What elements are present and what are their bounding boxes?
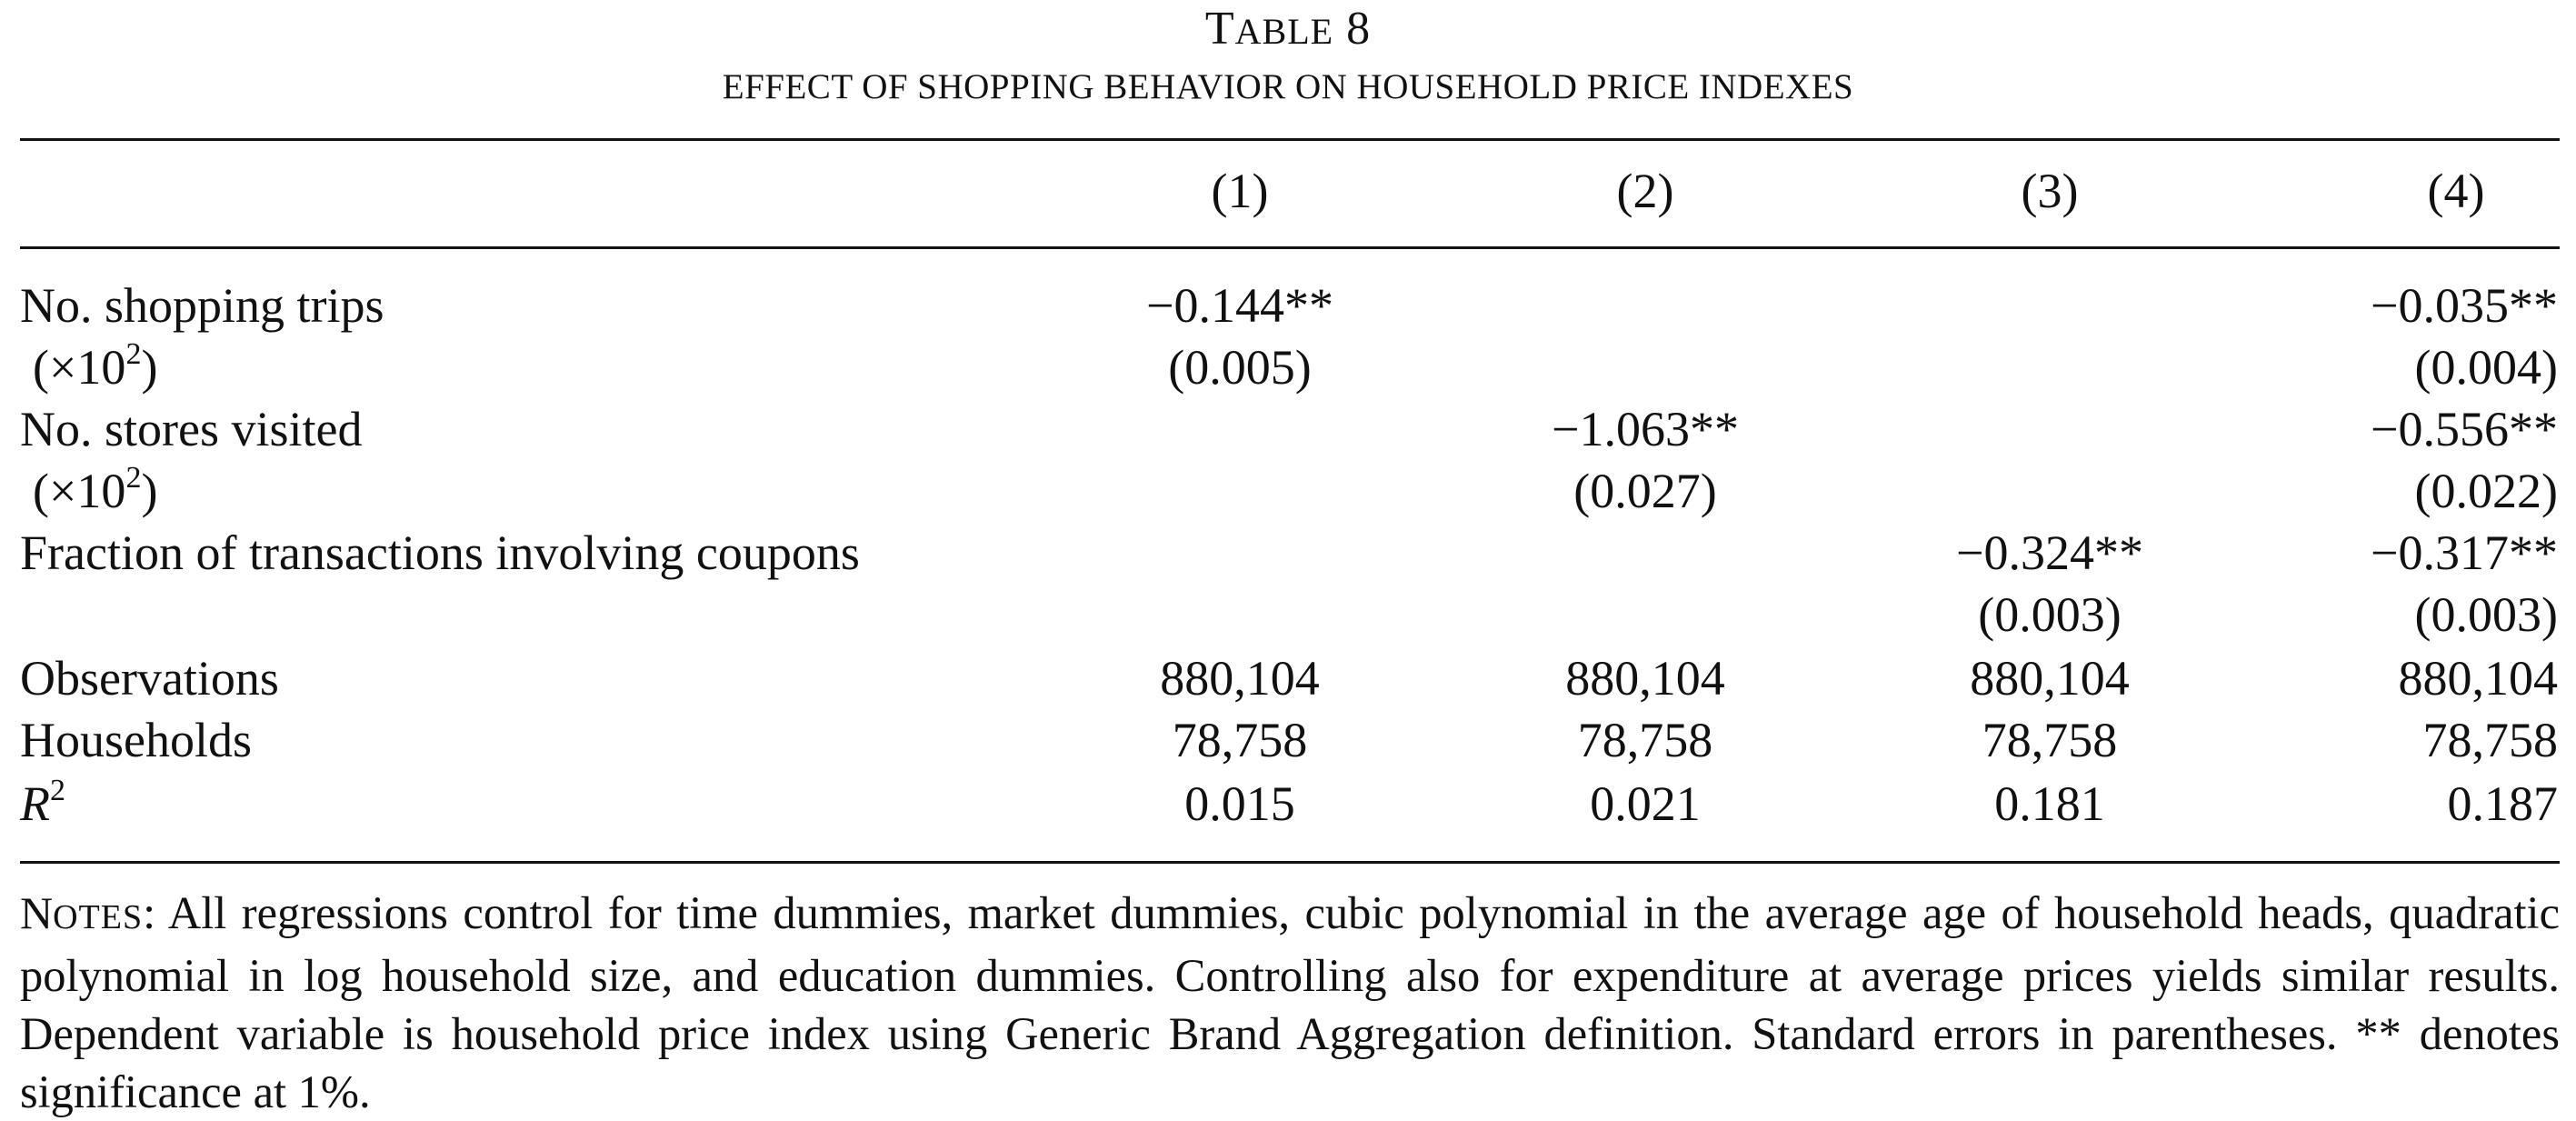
table-cell: 0.021 [1590, 776, 1701, 831]
table-cell: 0.181 [1994, 776, 2105, 831]
row-label-scale: (×102) [20, 460, 157, 522]
scale-suffix: ) [141, 340, 158, 395]
row-label: No. shopping trips [20, 278, 384, 333]
table-cell: 78,758 [1982, 713, 2118, 767]
table-row-shopping-trips: No. shopping trips −0.144** −0.035** [0, 275, 2576, 336]
table-row-stores-visited: No. stores visited −1.063** −0.556** [0, 398, 2576, 460]
table-cell: −1.063** [1552, 402, 1739, 456]
row-label: Fraction of transactions involving coupo… [20, 525, 860, 580]
column-header-1: (1) [1211, 164, 1269, 218]
table-caption-subtitle: EFFECT OF SHOPPING BEHAVIOR ON HOUSEHOLD… [722, 67, 1854, 106]
table-cell: 78,758 [1172, 713, 1308, 767]
table-row-households: Households 78,758 78,758 78,758 78,758 [0, 709, 2576, 771]
scale-exponent: 2 [125, 461, 142, 495]
table-cell: −0.035** [2371, 278, 2558, 333]
bottom-rule [20, 861, 2560, 864]
table-cell: (0.003) [1978, 587, 2122, 642]
column-header-4: (4) [2427, 164, 2485, 218]
table-cell: −0.317** [2371, 525, 2558, 580]
table-cell: 880,104 [1565, 651, 1725, 706]
r-symbol: R [20, 776, 50, 831]
table-cell: −0.556** [2371, 402, 2558, 456]
table-cell: 0.187 [2447, 776, 2559, 831]
scale-suffix: ) [141, 464, 158, 518]
row-label-r-squared: R2 [20, 773, 65, 835]
table-word-rest: ABLE [1234, 11, 1334, 52]
table-cell: −0.144** [1146, 278, 1333, 333]
table-cell: 0.015 [1184, 776, 1295, 831]
table-row-r-squared: R2 0.015 0.021 0.181 0.187 [0, 773, 2576, 835]
scale-prefix: (×10 [33, 464, 126, 518]
table-cell: −0.324** [1956, 525, 2143, 580]
table-word-first-letter: T [1204, 3, 1235, 55]
table-cell: 880,104 [1970, 651, 2130, 706]
notes-text: : All regressions control for time dummi… [20, 887, 2560, 1117]
table-cell: 78,758 [2422, 713, 2559, 767]
row-label: No. stores visited [20, 402, 363, 456]
row-label: Households [20, 713, 252, 767]
row-label-scale: (×102) [20, 336, 157, 398]
table-cell: (0.003) [2414, 587, 2558, 642]
table-row-observations: Observations 880,104 880,104 880,104 880… [0, 647, 2576, 709]
table-row-coupons-se: (0.003) (0.003) [0, 584, 2576, 646]
header-rule [20, 246, 2560, 249]
scale-exponent: 2 [125, 337, 142, 371]
notes-label-rest: OTES [53, 898, 144, 936]
table-cell: (0.022) [2414, 464, 2558, 518]
r-exponent: 2 [50, 774, 65, 807]
table-cell: (0.027) [1573, 464, 1717, 518]
row-label: Observations [20, 651, 279, 706]
table-number: 8 [1346, 3, 1372, 55]
table-cell: (0.005) [1168, 340, 1312, 395]
column-header-3: (3) [2021, 164, 2079, 218]
table-row-shopping-trips-se: (×102) (0.005) (0.004) [0, 336, 2576, 398]
table-cell: 78,758 [1577, 713, 1713, 767]
table-cell: (0.004) [2414, 340, 2558, 395]
column-header-2: (2) [1616, 164, 1674, 218]
table-row-stores-visited-se: (×102) (0.027) (0.022) [0, 460, 2576, 522]
table-cell: 880,104 [2398, 651, 2559, 706]
scale-prefix: (×10 [33, 340, 126, 395]
top-rule [20, 138, 2560, 141]
table-notes: NOTES: All regressions control for time … [20, 884, 2560, 1121]
table-caption-title: TABLE 8 [0, 2, 2576, 59]
table-cell: 880,104 [1160, 651, 1320, 706]
notes-label-first-letter: N [20, 887, 54, 938]
table-row-coupons: Fraction of transactions involving coupo… [0, 522, 2576, 584]
